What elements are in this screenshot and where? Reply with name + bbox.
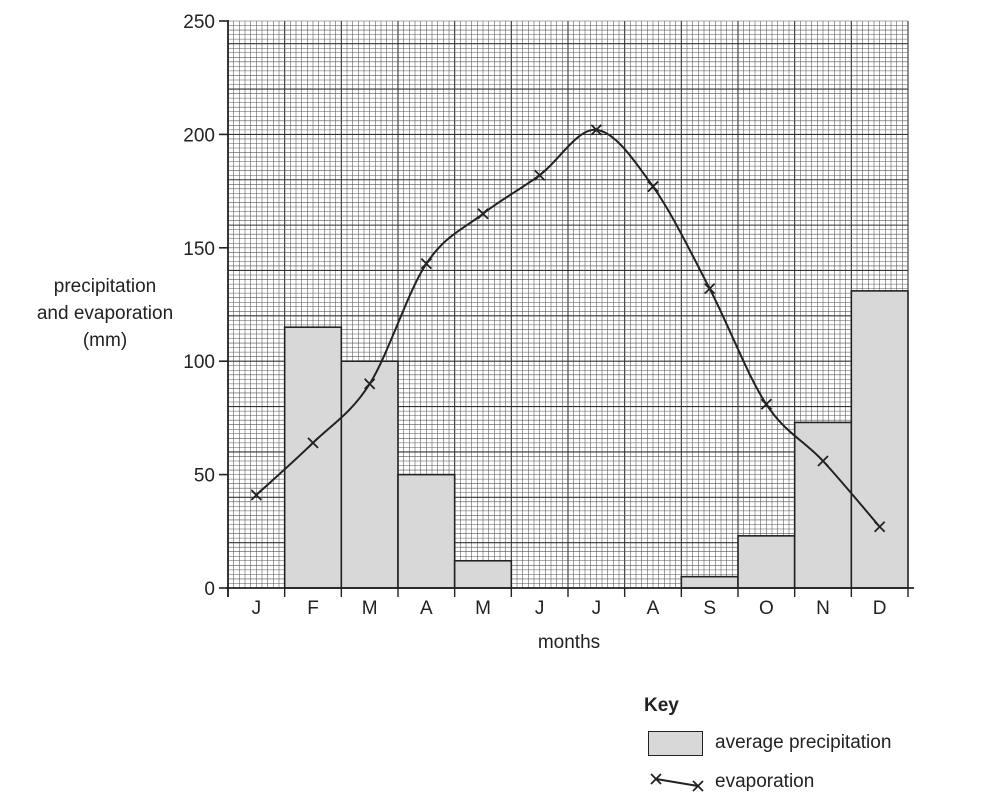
precipitation-bar <box>737 535 796 589</box>
y-tick-label: 200 <box>183 125 215 146</box>
y-axis-label-line-2: and evaporation <box>36 303 174 324</box>
evaporation-point <box>250 489 262 501</box>
x-tick-label: N <box>816 598 830 619</box>
x-tick-label: A <box>420 598 433 619</box>
legend-line-swatch <box>650 773 704 792</box>
key-title: Key <box>644 695 679 716</box>
x-tick-label: M <box>362 598 378 619</box>
precipitation-bar <box>340 360 399 589</box>
evaporation-point <box>874 521 886 533</box>
evaporation-point <box>704 282 716 295</box>
x-tick-label: J <box>592 598 602 619</box>
evaporation-point <box>534 169 546 181</box>
evaporation-point <box>647 180 659 193</box>
evaporation-point <box>307 437 319 449</box>
x-tick-label: M <box>475 598 491 619</box>
y-axis-ticks: 0 50 100 150 200 250 <box>183 12 228 600</box>
y-tick-label: 0 <box>204 579 215 600</box>
precipitation-bar <box>850 290 909 589</box>
precipitation-bar <box>283 326 343 589</box>
y-tick-label: 250 <box>183 12 215 33</box>
precipitation-bar <box>453 559 513 589</box>
y-axis-label-line-1: precipitation <box>53 276 157 297</box>
y-tick-label: 100 <box>183 352 215 373</box>
x-tick-label: D <box>873 598 887 619</box>
evaporation-point <box>364 378 376 390</box>
y-tick-label: 50 <box>194 466 215 487</box>
x-axis-label: months <box>538 632 600 653</box>
evaporation-point <box>760 398 772 410</box>
x-tick-label: F <box>307 598 319 619</box>
legend-line-label: evaporation <box>715 771 815 792</box>
y-tick-label: 150 <box>183 239 215 260</box>
evaporation-point <box>817 455 829 467</box>
precipitation-bar <box>793 421 853 589</box>
x-tick-label: O <box>759 598 774 619</box>
y-axis-label-line-3: (mm) <box>82 330 128 351</box>
evaporation-point <box>420 258 432 270</box>
x-tick-label: S <box>703 598 716 619</box>
x-tick-label: J <box>535 598 545 619</box>
x-tick-label: J <box>252 598 262 619</box>
x-tick-label: A <box>647 598 660 619</box>
evaporation-point <box>477 208 489 220</box>
legend-bar-label: average precipitation <box>715 732 892 753</box>
evaporation-point <box>590 124 602 136</box>
precipitation-bar <box>680 575 739 589</box>
legend-bar-swatch <box>648 731 703 756</box>
evaporation-series <box>250 124 886 533</box>
precipitation-bar <box>397 473 456 589</box>
